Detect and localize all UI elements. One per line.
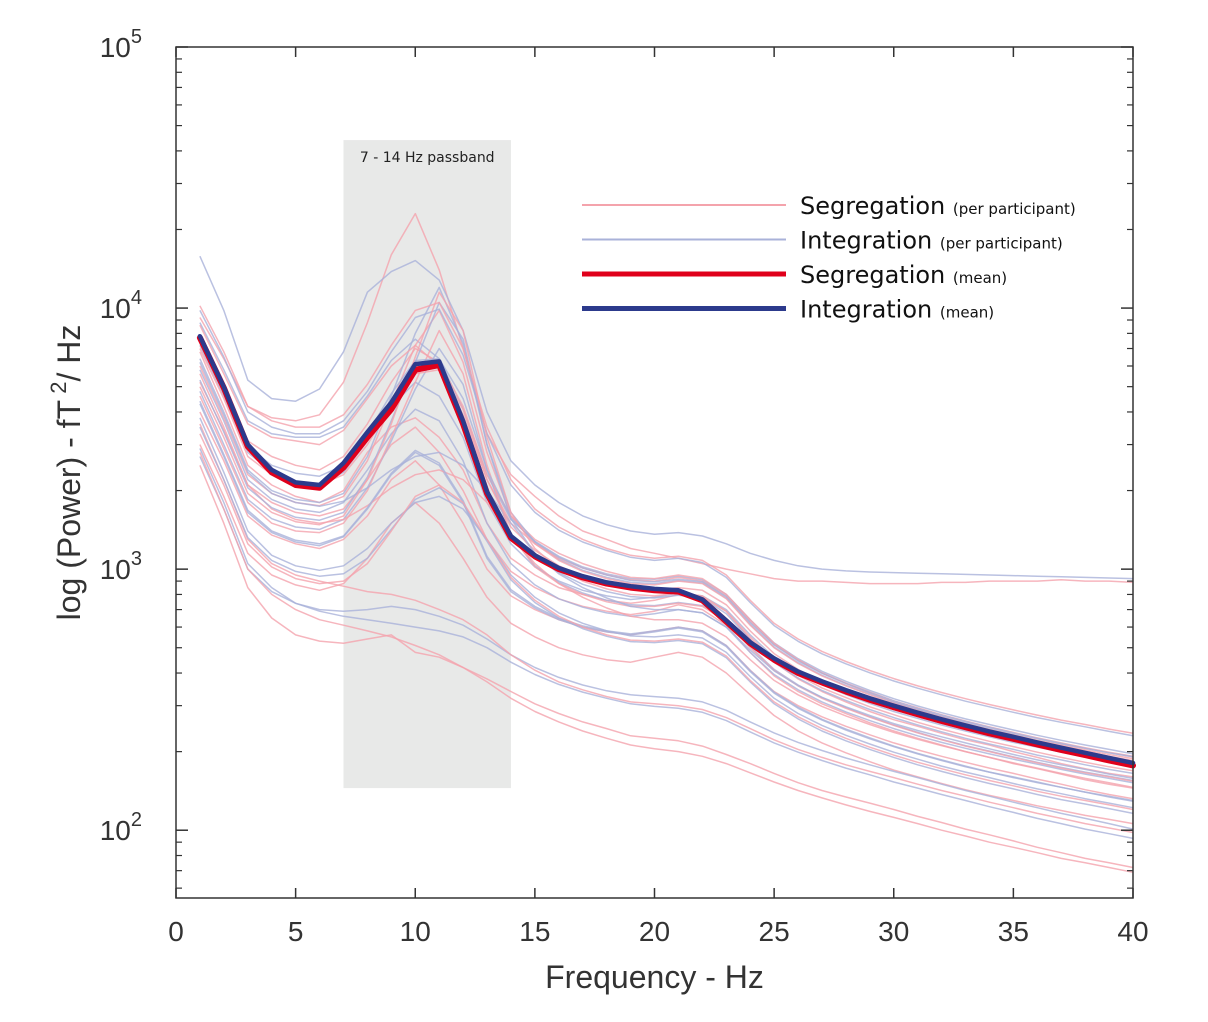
segregation-participant-line — [199, 452, 1134, 874]
y-tick-label: 105 — [100, 26, 142, 63]
segregation-participant-line — [199, 309, 1134, 760]
x-tick-label: 40 — [1117, 916, 1148, 947]
integration-mean-line — [197, 333, 1136, 766]
segregation-participant-line — [199, 373, 1134, 789]
mean-lines-layer — [196, 333, 1136, 769]
segregation-participant-line — [199, 444, 1134, 825]
integration-participant-line — [199, 338, 1134, 758]
segregation-participant-line — [199, 301, 1134, 735]
x-tick-label: 5 — [288, 916, 304, 947]
segregation-participant-line — [199, 351, 1134, 778]
x-tick-label: 0 — [168, 916, 184, 947]
segregation-participant-line — [199, 291, 1134, 772]
integration-participant-line — [199, 361, 1134, 780]
plot-frame — [175, 46, 1134, 899]
y-axis-title: log (Power) - fT 2/ Hz — [46, 325, 87, 621]
integration-participant-line — [199, 456, 1134, 830]
integration-participant-line — [199, 369, 1134, 784]
legend-label: Integration (per participant) — [800, 227, 1063, 255]
y-tick-label: 103 — [100, 548, 142, 585]
segregation-mean-line — [196, 334, 1136, 769]
x-tick-label: 35 — [998, 916, 1029, 947]
x-axis-title: Frequency - Hz — [545, 959, 764, 995]
segregation-participant-line — [199, 212, 1134, 585]
integration-participant-line — [199, 255, 1134, 580]
x-tick-label: 30 — [878, 916, 909, 947]
x-tick-label: 10 — [400, 916, 431, 947]
x-tick-label: 20 — [639, 916, 670, 947]
integration-participant-line — [199, 308, 1134, 737]
integration-participant-line — [199, 426, 1134, 815]
integration-participant-line — [199, 417, 1134, 809]
legend-label: Segregation (per participant) — [800, 192, 1076, 220]
x-tick-label: 25 — [759, 916, 790, 947]
segregation-participant-line — [199, 465, 1134, 869]
passband-label: 7 - 14 Hz passband — [360, 150, 495, 166]
integration-participant-line — [199, 322, 1134, 755]
legend-label: Segregation (mean) — [800, 261, 1007, 289]
integration-participant-line — [199, 286, 1134, 758]
axes-layer: 0 5 10 15 20 25 30 35 40 102 103 104 105 Frequency - … — [46, 26, 1149, 995]
segregation-participant-line — [199, 329, 1134, 783]
integration-participant-line — [199, 448, 1134, 840]
integration-participant-line — [199, 347, 1134, 782]
integration-participant-line — [199, 301, 1134, 775]
integration-participant-line — [199, 400, 1134, 802]
y-tick-label: 102 — [100, 809, 142, 846]
segregation-participant-line — [199, 433, 1134, 811]
x-tick-label: 15 — [519, 916, 550, 947]
segregation-participant-line — [199, 423, 1134, 834]
legend: Segregation (per participant) Integration… — [582, 192, 1076, 324]
y-tick-label: 104 — [100, 287, 142, 324]
legend-label: Integration (mean) — [800, 296, 994, 324]
